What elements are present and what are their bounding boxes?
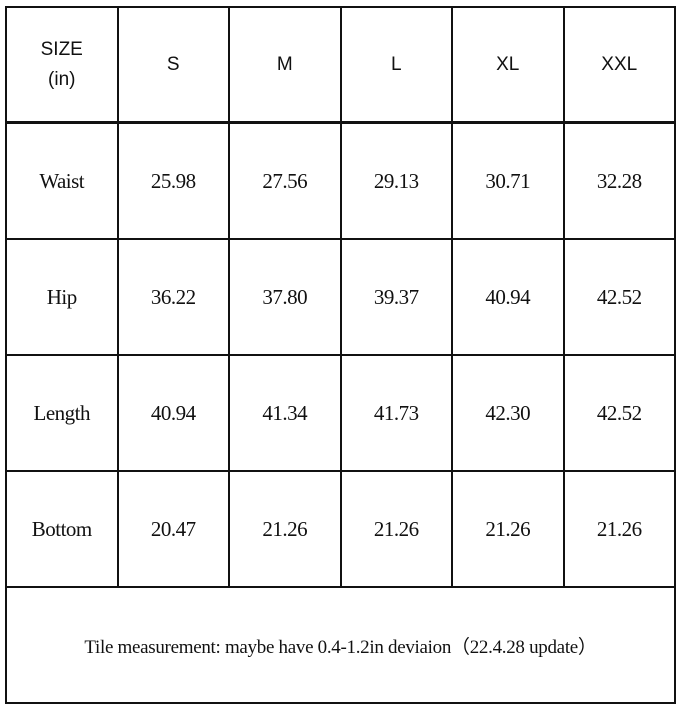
size-header-s: S [116,6,230,124]
table-cell: 21.26 [228,470,342,588]
size-header-l: L [339,6,453,124]
table-cell: 30.71 [451,121,565,240]
table-cell: 40.94 [116,354,230,472]
table-cell: 21.26 [451,470,565,588]
measurement-note: Tile measurement: maybe have 0.4-1.2in d… [5,586,676,704]
table-row-length: Length 40.94 41.34 41.73 42.30 42.52 [5,354,676,472]
row-label: Length [5,354,119,472]
size-label: SIZE [40,38,83,60]
row-label: Bottom [5,470,119,588]
table-row-waist: Waist 25.98 27.56 29.13 30.71 32.28 [5,121,676,240]
table-cell: 27.56 [228,121,342,240]
size-header-xl: XL [451,6,565,124]
size-header-m: M [228,6,342,124]
table-cell: 37.80 [228,238,342,356]
note-row: Tile measurement: maybe have 0.4-1.2in d… [5,586,676,704]
header-row: SIZE (in) S M L XL XXL [5,6,676,124]
table-cell: 21.26 [562,470,676,588]
table-cell: 39.37 [339,238,453,356]
table-cell: 21.26 [339,470,453,588]
table-cell: 25.98 [116,121,230,240]
size-chart-table: SIZE (in) S M L XL XXL Waist 25.98 27.56… [5,6,676,704]
table-cell: 29.13 [339,121,453,240]
table-cell: 41.34 [228,354,342,472]
row-label: Waist [5,121,119,240]
table-cell: 36.22 [116,238,230,356]
table-cell: 42.30 [451,354,565,472]
table-cell: 42.52 [562,354,676,472]
table-cell: 42.52 [562,238,676,356]
size-unit-header: SIZE (in) [5,6,119,124]
unit-label: (in) [48,68,76,90]
table-cell: 40.94 [451,238,565,356]
table-cell: 32.28 [562,121,676,240]
table-row-hip: Hip 36.22 37.80 39.37 40.94 42.52 [5,238,676,356]
table-cell: 20.47 [116,470,230,588]
size-header-xxl: XXL [562,6,676,124]
table-cell: 41.73 [339,354,453,472]
row-label: Hip [5,238,119,356]
table-row-bottom: Bottom 20.47 21.26 21.26 21.26 21.26 [5,470,676,588]
